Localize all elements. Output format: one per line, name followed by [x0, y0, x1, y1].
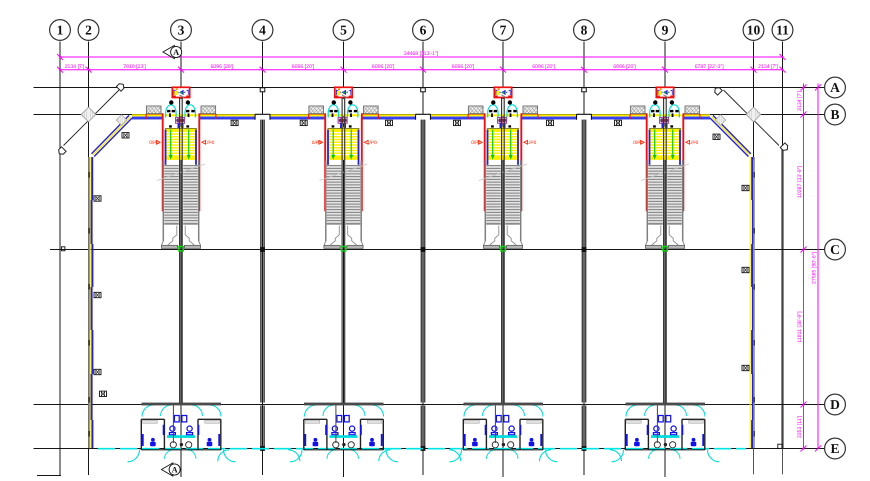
- svg-text:C: C: [830, 242, 840, 257]
- svg-text:11811 [38′-9″]: 11811 [38′-9″]: [797, 311, 803, 343]
- svg-text:11: 11: [776, 23, 789, 38]
- svg-text:D: D: [830, 397, 840, 412]
- svg-text:5: 5: [340, 23, 347, 38]
- svg-text:2134 [7′]: 2134 [7′]: [65, 64, 85, 70]
- svg-text:3353 [11′]: 3353 [11′]: [797, 415, 803, 438]
- svg-text:9: 9: [662, 23, 669, 38]
- svg-text:E: E: [830, 441, 839, 456]
- svg-text:6096 [20′]: 6096 [20′]: [210, 64, 233, 70]
- svg-text:34468 [113′-1″]: 34468 [113′-1″]: [404, 51, 439, 57]
- svg-text:6787 [22′-3″]: 6787 [22′-3″]: [695, 64, 725, 70]
- svg-text:6096 [20′]: 6096 [20′]: [372, 64, 395, 70]
- svg-text:6096 [20′]: 6096 [20′]: [613, 64, 636, 70]
- svg-text:2134 [7′]: 2134 [7′]: [797, 91, 803, 111]
- svg-text:10287 [33′-9″]: 10287 [33′-9″]: [797, 165, 803, 197]
- svg-text:8: 8: [581, 23, 588, 38]
- svg-text:6: 6: [420, 23, 427, 38]
- svg-text:2: 2: [85, 23, 92, 38]
- svg-text:6096 [20′]: 6096 [20′]: [452, 64, 475, 70]
- svg-text:7: 7: [500, 23, 507, 38]
- svg-text:A: A: [830, 80, 840, 95]
- svg-text:4: 4: [259, 23, 266, 38]
- svg-text:10: 10: [747, 23, 761, 38]
- svg-text:7010 [23′]: 7010 [23′]: [123, 64, 146, 70]
- svg-text:27585 [90′-6″]: 27585 [90′-6″]: [811, 251, 817, 283]
- svg-text:1: 1: [57, 23, 64, 38]
- svg-text:B: B: [830, 107, 839, 122]
- svg-text:3: 3: [178, 23, 185, 38]
- svg-text:2134 [7′]: 2134 [7′]: [758, 64, 778, 70]
- svg-text:6096 [20′]: 6096 [20′]: [532, 64, 555, 70]
- svg-text:6096 [20′]: 6096 [20′]: [292, 64, 315, 70]
